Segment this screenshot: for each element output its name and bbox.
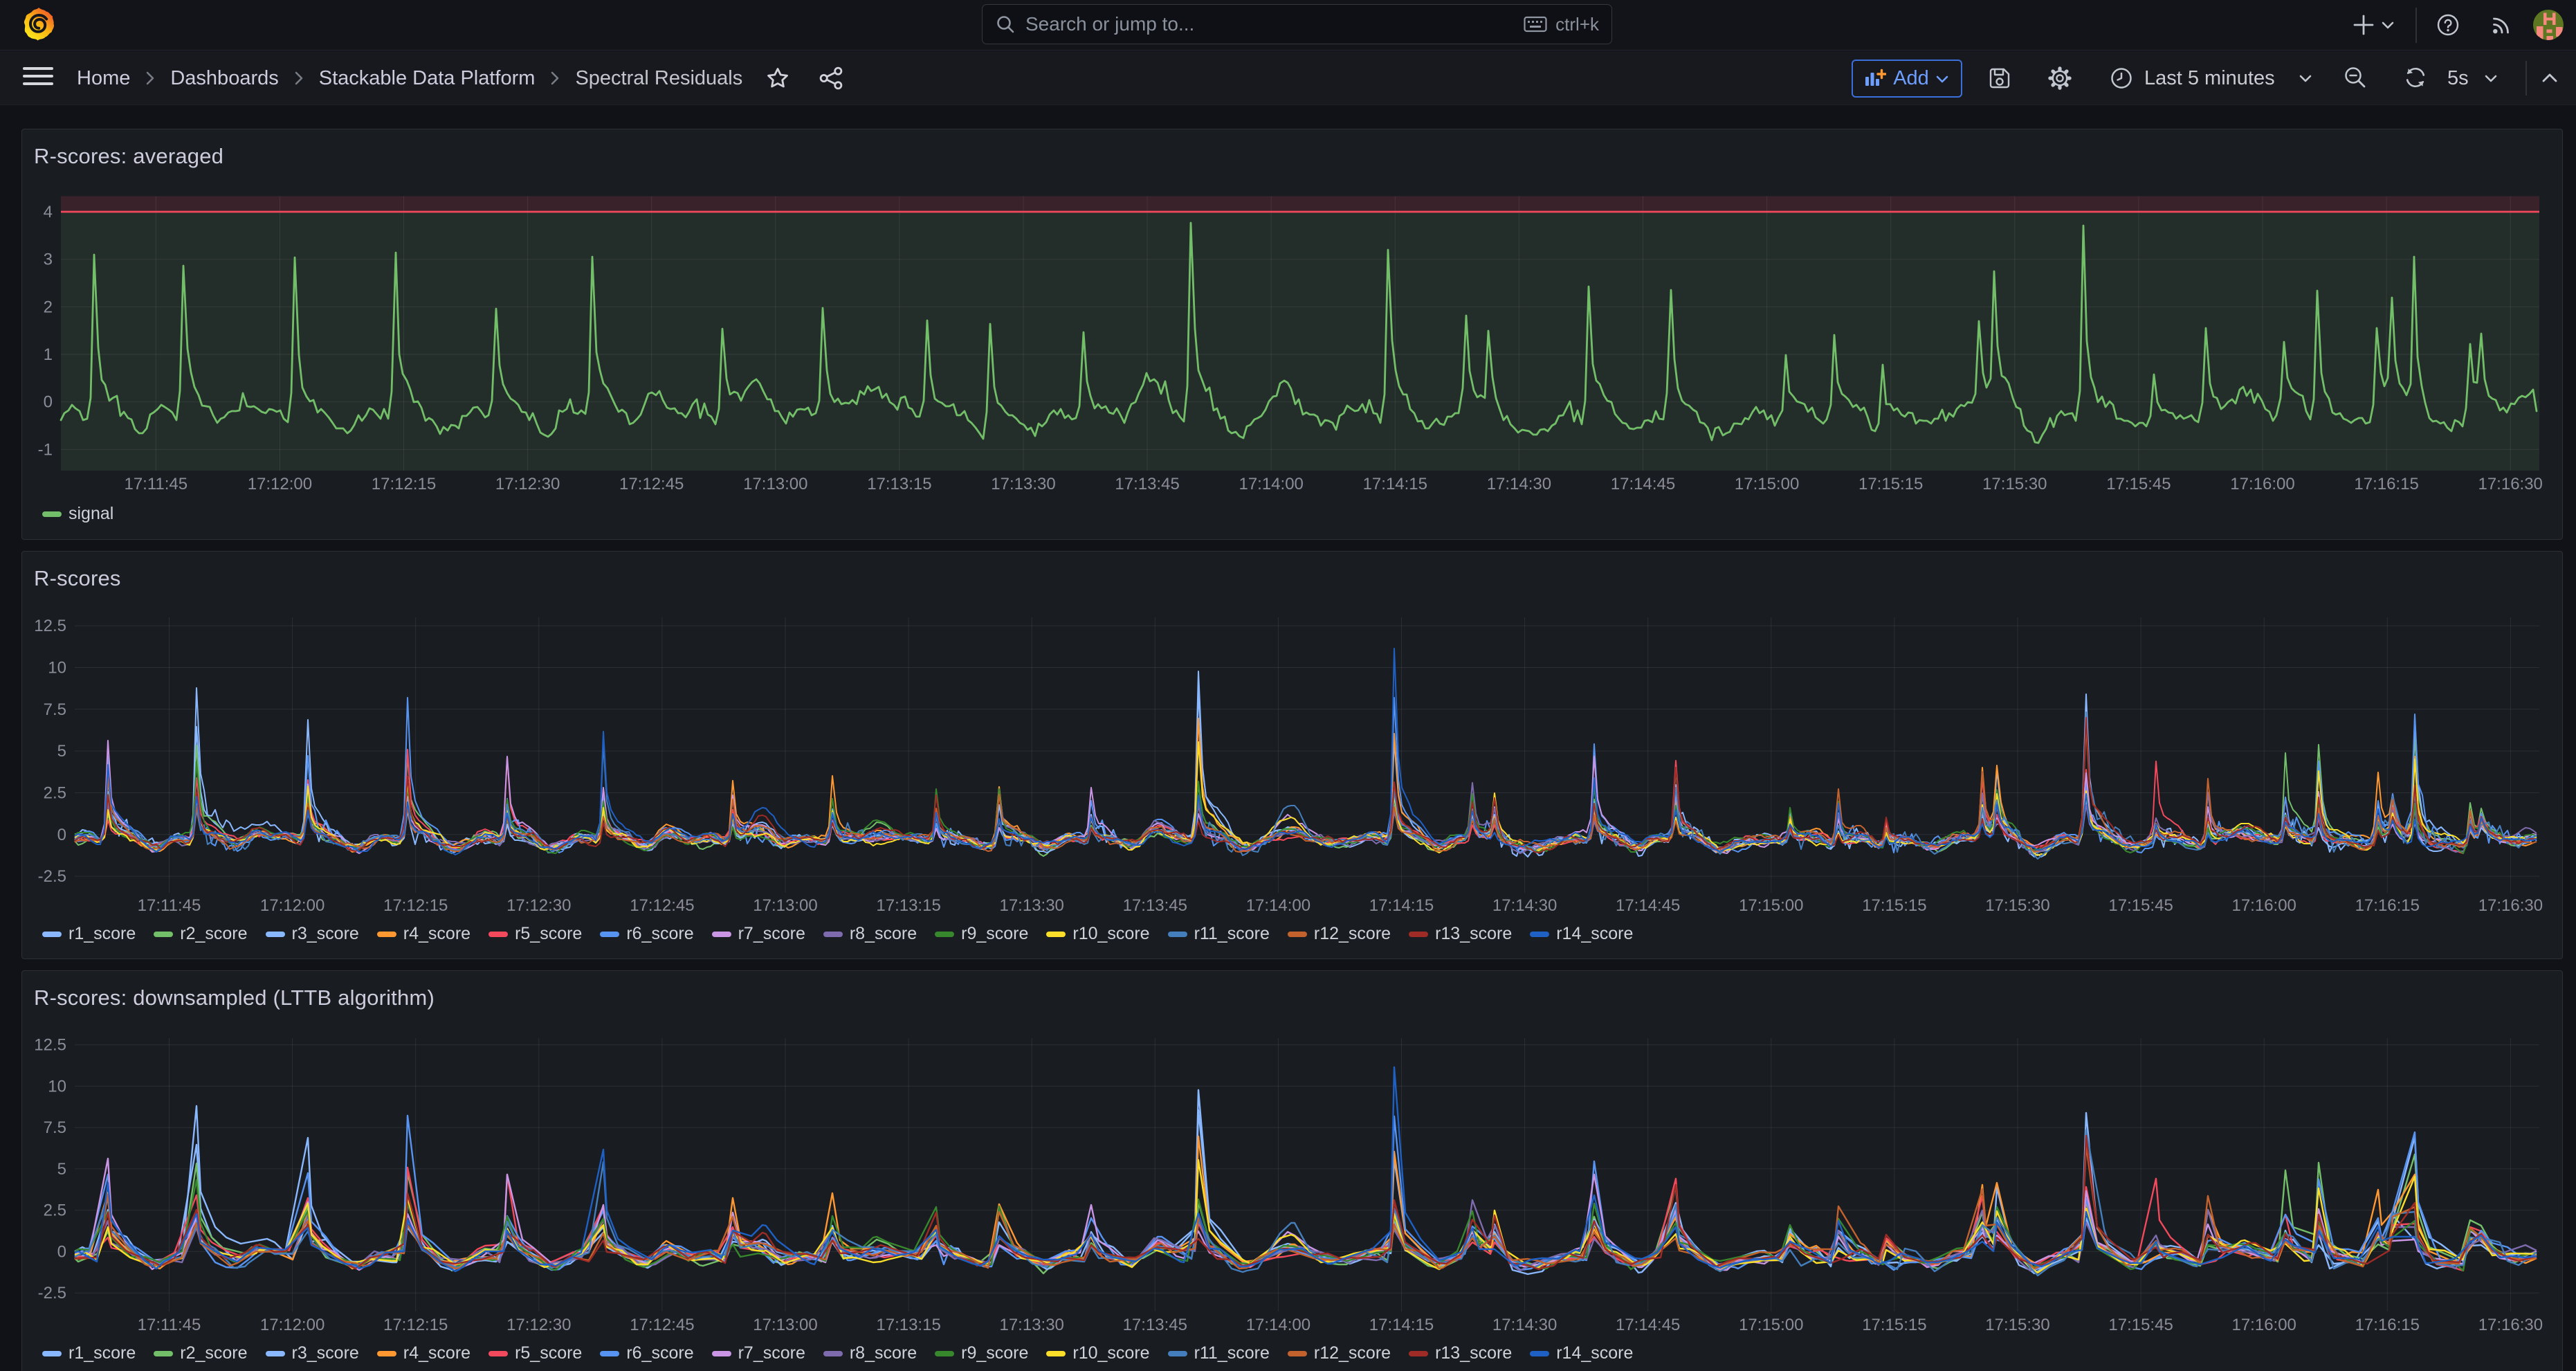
svg-text:17:16:30: 17:16:30 bbox=[2478, 896, 2543, 915]
svg-text:17:13:45: 17:13:45 bbox=[1115, 475, 1179, 493]
svg-text:17:15:30: 17:15:30 bbox=[1982, 475, 2047, 493]
svg-text:17:16:00: 17:16:00 bbox=[2231, 896, 2296, 915]
svg-text:17:13:15: 17:13:15 bbox=[876, 896, 940, 915]
svg-text:17:15:15: 17:15:15 bbox=[1862, 1316, 1926, 1334]
svg-text:17:13:30: 17:13:30 bbox=[991, 475, 1055, 493]
svg-text:17:16:15: 17:16:15 bbox=[2355, 896, 2420, 915]
svg-text:17:15:15: 17:15:15 bbox=[1858, 475, 1923, 493]
svg-text:17:12:15: 17:12:15 bbox=[383, 896, 448, 915]
svg-text:17:16:00: 17:16:00 bbox=[2230, 475, 2294, 493]
svg-text:17:16:00: 17:16:00 bbox=[2231, 1316, 2296, 1334]
svg-text:17:15:00: 17:15:00 bbox=[1739, 896, 1803, 915]
svg-text:17:12:30: 17:12:30 bbox=[495, 475, 560, 493]
svg-text:17:15:30: 17:15:30 bbox=[1985, 1316, 2049, 1334]
svg-text:17:13:45: 17:13:45 bbox=[1123, 896, 1187, 915]
svg-text:17:15:00: 17:15:00 bbox=[1735, 475, 1799, 493]
svg-text:17:14:45: 17:14:45 bbox=[1611, 475, 1675, 493]
svg-text:-2.5: -2.5 bbox=[38, 867, 66, 886]
svg-text:17:15:45: 17:15:45 bbox=[2108, 1316, 2173, 1334]
svg-text:17:14:15: 17:14:15 bbox=[1369, 1316, 1434, 1334]
svg-text:5: 5 bbox=[57, 1160, 66, 1179]
svg-text:17:12:45: 17:12:45 bbox=[630, 1316, 694, 1334]
svg-text:17:13:30: 17:13:30 bbox=[999, 896, 1063, 915]
svg-text:7.5: 7.5 bbox=[44, 1118, 66, 1137]
svg-text:0: 0 bbox=[44, 393, 53, 412]
svg-text:17:14:30: 17:14:30 bbox=[1492, 1316, 1557, 1334]
svg-text:0: 0 bbox=[57, 826, 66, 844]
svg-text:17:14:45: 17:14:45 bbox=[1616, 896, 1680, 915]
svg-text:17:14:15: 17:14:15 bbox=[1363, 475, 1427, 493]
svg-text:2.5: 2.5 bbox=[44, 1201, 66, 1220]
svg-text:17:11:45: 17:11:45 bbox=[138, 1316, 201, 1334]
svg-text:-1: -1 bbox=[38, 440, 53, 459]
svg-text:17:11:45: 17:11:45 bbox=[124, 475, 188, 493]
svg-text:17:15:00: 17:15:00 bbox=[1739, 1316, 1803, 1334]
svg-text:4: 4 bbox=[44, 203, 53, 221]
svg-text:1: 1 bbox=[44, 345, 53, 364]
svg-text:17:15:30: 17:15:30 bbox=[1985, 896, 2049, 915]
svg-text:17:14:15: 17:14:15 bbox=[1369, 896, 1434, 915]
svg-text:17:15:45: 17:15:45 bbox=[2106, 475, 2171, 493]
svg-text:17:12:00: 17:12:00 bbox=[248, 475, 312, 493]
svg-text:17:12:15: 17:12:15 bbox=[383, 1316, 448, 1334]
svg-text:17:13:30: 17:13:30 bbox=[999, 1316, 1063, 1334]
svg-text:10: 10 bbox=[48, 659, 66, 678]
svg-text:3: 3 bbox=[44, 251, 53, 269]
svg-text:17:13:00: 17:13:00 bbox=[753, 896, 817, 915]
svg-text:17:14:45: 17:14:45 bbox=[1616, 1316, 1680, 1334]
svg-text:17:12:15: 17:12:15 bbox=[372, 475, 436, 493]
svg-text:17:15:15: 17:15:15 bbox=[1862, 896, 1926, 915]
svg-text:17:14:00: 17:14:00 bbox=[1246, 896, 1310, 915]
svg-text:17:14:30: 17:14:30 bbox=[1487, 475, 1551, 493]
svg-text:17:14:30: 17:14:30 bbox=[1492, 896, 1557, 915]
svg-text:17:12:00: 17:12:00 bbox=[260, 896, 325, 915]
svg-text:17:13:00: 17:13:00 bbox=[753, 1316, 817, 1334]
svg-text:17:11:45: 17:11:45 bbox=[138, 896, 201, 915]
svg-text:17:12:00: 17:12:00 bbox=[260, 1316, 325, 1334]
svg-text:2.5: 2.5 bbox=[44, 784, 66, 803]
svg-text:5: 5 bbox=[57, 742, 66, 761]
svg-text:12.5: 12.5 bbox=[34, 1036, 66, 1055]
svg-text:-2.5: -2.5 bbox=[38, 1284, 66, 1302]
svg-text:17:13:00: 17:13:00 bbox=[743, 475, 807, 493]
svg-text:17:16:30: 17:16:30 bbox=[2478, 1316, 2543, 1334]
svg-text:7.5: 7.5 bbox=[44, 700, 66, 719]
svg-text:17:13:45: 17:13:45 bbox=[1123, 1316, 1187, 1334]
svg-text:10: 10 bbox=[48, 1077, 66, 1096]
svg-text:2: 2 bbox=[44, 298, 53, 316]
svg-text:12.5: 12.5 bbox=[34, 617, 66, 635]
svg-text:17:12:30: 17:12:30 bbox=[506, 1316, 571, 1334]
svg-text:17:15:45: 17:15:45 bbox=[2108, 896, 2173, 915]
svg-text:17:16:30: 17:16:30 bbox=[2478, 475, 2542, 493]
svg-text:17:12:30: 17:12:30 bbox=[506, 896, 571, 915]
svg-text:17:14:00: 17:14:00 bbox=[1239, 475, 1303, 493]
svg-text:17:16:15: 17:16:15 bbox=[2354, 475, 2418, 493]
svg-text:17:14:00: 17:14:00 bbox=[1246, 1316, 1310, 1334]
svg-text:17:16:15: 17:16:15 bbox=[2355, 1316, 2420, 1334]
svg-text:17:13:15: 17:13:15 bbox=[876, 1316, 940, 1334]
svg-text:17:12:45: 17:12:45 bbox=[630, 896, 694, 915]
svg-text:0: 0 bbox=[57, 1242, 66, 1261]
svg-text:17:12:45: 17:12:45 bbox=[619, 475, 684, 493]
svg-text:17:13:15: 17:13:15 bbox=[867, 475, 931, 493]
